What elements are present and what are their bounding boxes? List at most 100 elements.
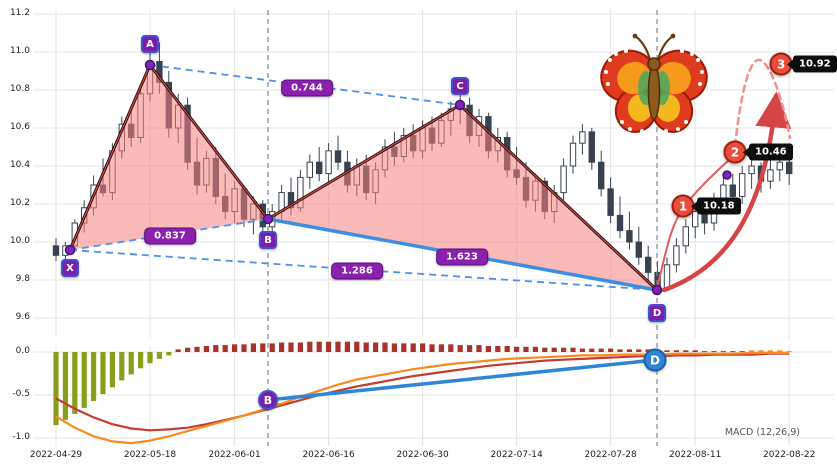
butterfly-antenna-tip [670,33,676,39]
macd-histogram-bar [297,342,303,352]
pattern-point-label-c[interactable]: C [451,77,469,95]
macd-trendline-bd[interactable] [266,358,657,402]
pattern-point-dot-b[interactable] [262,213,274,225]
macd-histogram-bar [476,345,482,352]
macd-histogram-bar [730,351,736,353]
macd-histogram-bar [100,352,106,395]
candle-body [607,188,614,216]
macd-histogram-bar [222,345,228,352]
macd-histogram-bar [269,343,275,352]
pattern-fill-bcd [268,105,657,290]
macd-histogram-bar [711,351,717,353]
candle-body [579,131,586,144]
macd-histogram-bar [749,350,755,352]
macd-histogram-bar [250,343,256,352]
ratio-label-xb[interactable]: 0.837 [144,227,196,245]
macd-histogram-bar [626,349,632,352]
pattern-line-xa-highlight [69,64,151,251]
macd-histogram-bar [457,345,463,352]
candle-body [682,226,689,247]
macd-histogram-bar [673,350,679,352]
ratio-label-ac[interactable]: 0.744 [281,79,333,97]
macd-histogram-bar [335,341,341,352]
pattern-point-dot-x[interactable] [64,244,76,256]
macd-histogram-bar [702,351,708,353]
macd-histogram-bar [175,349,181,352]
macd-histogram-bar [260,343,266,352]
macd-histogram-bar [62,352,68,420]
macd-histogram-bar [401,343,407,352]
ratio-label-xd[interactable]: 1.286 [331,262,383,280]
pattern-extra-dot[interactable] [722,170,732,180]
macd-histogram-bar [232,344,238,352]
macd-histogram-bar [156,352,162,359]
macd-histogram-bar [514,346,520,352]
macd-histogram-bar [777,350,783,352]
macd-histogram-bar [739,351,745,353]
candle-body [334,150,342,163]
macd-histogram-bar [504,346,510,352]
projection-path-dashed [733,58,792,148]
candle-body [729,184,736,197]
macd-histogram-bar [429,344,435,352]
butterfly-head [647,57,661,71]
pattern-point-label-a[interactable]: A [141,35,159,53]
macd-histogram-bar [363,342,369,352]
macd-point-label-d[interactable]: D [643,348,667,372]
candle-body [626,230,633,243]
ratio-label-bd[interactable]: 1.623 [436,248,488,266]
macd-histogram-bar [119,352,125,381]
macd-histogram-bar [72,352,78,414]
macd-histogram-bar [532,346,538,352]
pattern-point-label-d[interactable]: D [648,304,666,322]
macd-histogram-bar [467,345,473,352]
macd-histogram-bar [279,342,285,352]
macd-histogram-bar [185,347,191,352]
candle-body [560,165,567,194]
butterfly-wing-dots [604,49,704,133]
pattern-point-label-b[interactable]: B [259,231,277,249]
butterfly-antenna-tip [632,33,638,39]
macd-legend: MACD (12,26,9) [724,427,800,438]
pattern-point-dot-d[interactable] [651,284,663,296]
candle-body [776,161,783,171]
macd-histogram-bar [326,341,332,352]
macd-histogram-bar [664,350,670,352]
macd-histogram-bar [138,352,144,369]
candle-body [748,165,755,175]
macd-point-label-b[interactable]: B [258,390,278,410]
macd-histogram-bar [420,343,426,352]
macd-histogram-bar [495,346,501,352]
macd-histogram-bar [307,341,313,352]
macd-histogram-bar [720,351,726,353]
candle-body [316,161,323,175]
candle-body [739,173,746,197]
macd-histogram-bar [344,341,350,352]
macd-histogram-bar [391,343,397,352]
macd-histogram-bar [598,348,604,352]
target-circle-2[interactable]: 2 [723,140,747,164]
macd-histogram-bar [579,348,585,352]
macd-histogram-bar [683,350,689,352]
target-price-tag-3[interactable]: 10.92 [793,55,837,73]
macd-histogram-bar [438,344,444,352]
candle-body [325,150,332,175]
macd-histogram-bar [109,352,115,388]
macd-histogram-bar [692,350,698,352]
macd-histogram-bar [288,342,294,352]
candle-body [786,161,793,175]
target-price-tag-1[interactable]: 10.18 [697,197,741,215]
target-price-tag-2[interactable]: 10.46 [749,143,793,161]
pattern-line-cd-highlight [459,104,658,291]
pattern-point-dot-c[interactable] [454,99,466,111]
candle-body [767,169,774,182]
macd-histogram-bar [373,342,379,352]
macd-histogram-bar [589,348,595,352]
pattern-point-label-x[interactable]: X [61,259,79,277]
candle-body [52,245,60,256]
macd-histogram-bar [241,344,247,352]
candle-body [692,211,699,228]
macd-histogram-bar [485,346,491,352]
pattern-point-dot-a[interactable] [144,59,156,71]
macd-histogram-bar [81,352,87,408]
